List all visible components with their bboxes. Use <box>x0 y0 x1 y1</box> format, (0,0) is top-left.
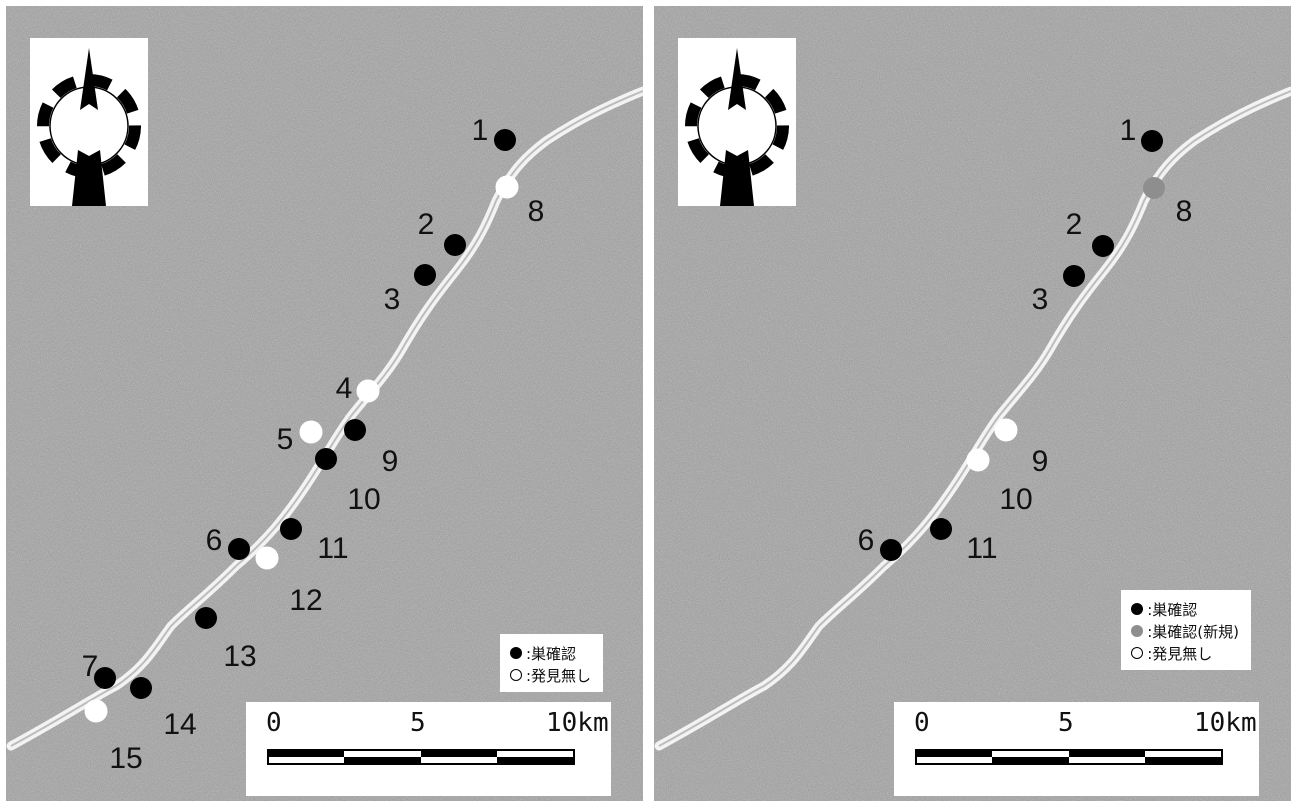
scale-bar: 0 5 10km <box>246 702 611 796</box>
north-arrow-compass <box>678 38 796 206</box>
legend-label: :巣確認 <box>525 644 576 663</box>
site-label-6: 6 <box>858 524 875 557</box>
legend-item-not-found: :発見無し <box>1131 642 1239 664</box>
site-label-10: 10 <box>999 483 1032 516</box>
scale-label-ten: 10km <box>1194 708 1257 738</box>
site-marker-4 <box>356 379 380 403</box>
site-label-14: 14 <box>163 708 196 741</box>
legend-label: :発見無し <box>1147 644 1213 663</box>
scale-label-ten: 10km <box>546 708 609 738</box>
white-dot-icon <box>1131 647 1144 659</box>
site-marker-9 <box>994 418 1018 442</box>
legend-item-confirmed: :巣確認 <box>509 642 591 664</box>
site-label-15: 15 <box>109 742 142 775</box>
site-marker-6 <box>228 538 250 560</box>
scale-bar-graphic <box>267 749 575 765</box>
legend-label: :巣確認 <box>1147 600 1198 619</box>
site-label-11: 11 <box>966 532 997 565</box>
compass-icon <box>37 48 141 206</box>
site-label-9: 9 <box>1032 445 1049 478</box>
site-label-1: 1 <box>1120 114 1137 147</box>
site-label-12: 12 <box>289 584 322 617</box>
black-dot-icon <box>1131 603 1144 615</box>
white-dot-icon <box>509 669 522 681</box>
site-marker-10 <box>966 448 990 472</box>
site-label-6: 6 <box>206 524 223 557</box>
site-marker-6 <box>880 539 902 561</box>
scale-bar-graphic <box>915 749 1223 765</box>
site-label-2: 2 <box>1066 208 1083 241</box>
site-marker-11 <box>930 518 952 540</box>
map-panel-left: 1 2 3 4 5 6 7 8 9 10 11 12 13 14 15 :巣確認 :発見無し 0 5 10k… <box>6 6 643 801</box>
site-label-7: 7 <box>82 650 99 683</box>
site-marker-9 <box>344 419 366 441</box>
black-dot-icon <box>509 647 522 659</box>
site-label-11: 11 <box>317 532 348 565</box>
site-label-1: 1 <box>472 114 489 147</box>
site-label-9: 9 <box>382 445 399 478</box>
site-marker-7 <box>94 667 116 689</box>
legend: :巣確認 :発見無し <box>499 634 603 692</box>
site-marker-1 <box>494 129 516 151</box>
site-marker-8 <box>495 175 519 199</box>
legend-item-confirmed: :巣確認 <box>1131 598 1239 620</box>
site-marker-12 <box>255 546 279 570</box>
site-marker-2 <box>1092 235 1114 257</box>
legend-label: :巣確認(新規) <box>1147 622 1239 641</box>
site-marker-1 <box>1141 130 1163 152</box>
north-arrow-compass <box>30 38 148 206</box>
legend-item-not-found: :発見無し <box>509 664 591 686</box>
site-marker-13 <box>195 607 217 629</box>
legend-label: :発見無し <box>525 666 591 685</box>
site-marker-5 <box>299 420 323 444</box>
site-label-13: 13 <box>223 640 256 673</box>
legend-item-confirmed-new: :巣確認(新規) <box>1131 620 1239 642</box>
site-marker-11 <box>280 518 302 540</box>
scale-label-five: 5 <box>1058 708 1074 738</box>
scale-bar: 0 5 10km <box>894 702 1259 796</box>
site-marker-3 <box>1063 265 1085 287</box>
legend: :巣確認 :巣確認(新規) :発見無し <box>1121 590 1251 670</box>
site-marker-3 <box>414 264 436 286</box>
site-label-10: 10 <box>347 483 380 516</box>
scale-label-five: 5 <box>410 708 426 738</box>
site-label-4: 4 <box>336 372 353 405</box>
site-marker-10 <box>315 448 337 470</box>
scale-label-zero: 0 <box>266 708 282 738</box>
compass-icon <box>685 48 789 206</box>
site-marker-14 <box>130 677 152 699</box>
site-marker-2 <box>444 234 466 256</box>
site-marker-8 <box>1143 177 1165 199</box>
map-panel-right: 1 2 3 6 8 9 10 11 :巣確認 :巣確認(新規) :発見無し 0 5 10km <box>654 6 1291 801</box>
gray-dot-icon <box>1131 625 1144 637</box>
site-label-3: 3 <box>384 283 401 316</box>
site-marker-15 <box>84 699 108 723</box>
site-label-5: 5 <box>277 423 294 456</box>
site-label-8: 8 <box>1176 195 1193 228</box>
site-label-8: 8 <box>528 195 545 228</box>
site-label-2: 2 <box>418 208 435 241</box>
site-label-3: 3 <box>1032 283 1049 316</box>
scale-label-zero: 0 <box>914 708 930 738</box>
